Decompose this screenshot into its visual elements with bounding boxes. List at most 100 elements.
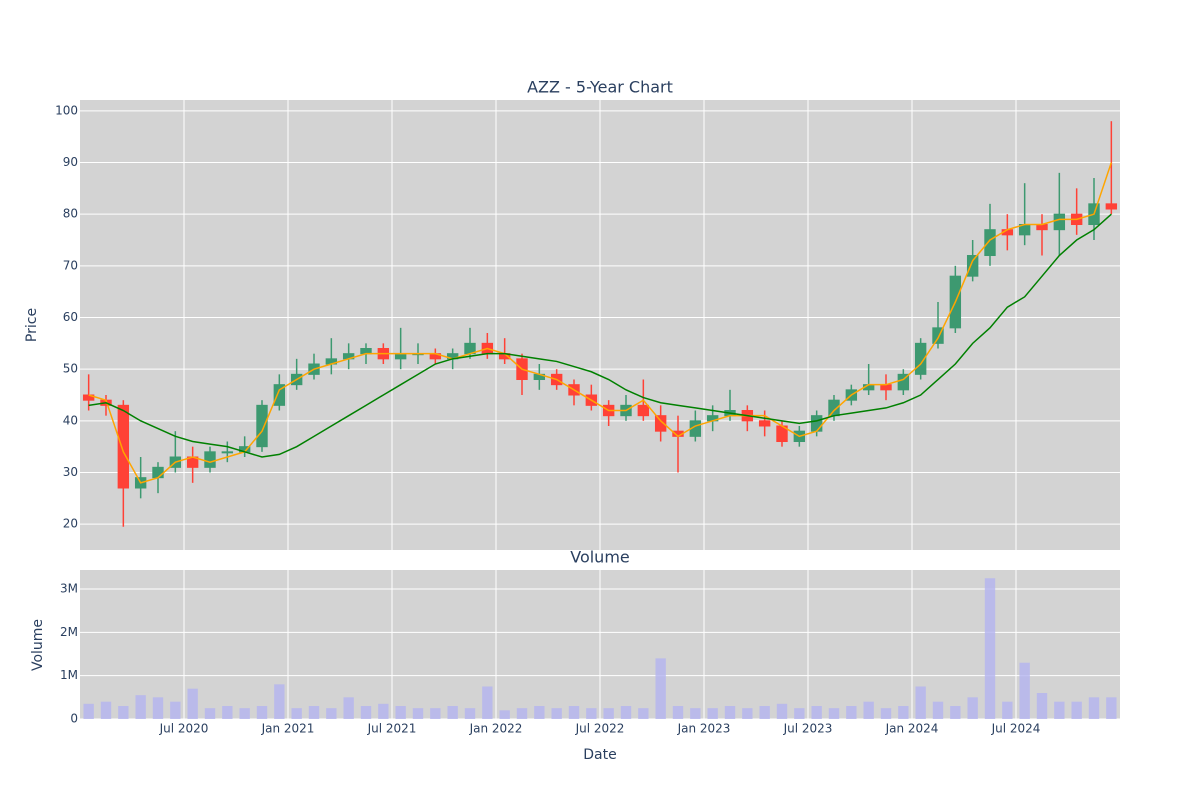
volume-bar <box>967 697 978 719</box>
volume-bar <box>898 706 909 719</box>
volume-bar <box>1106 697 1117 719</box>
candle-body <box>117 404 130 489</box>
volume-bar <box>256 706 268 719</box>
x-tick-label: Jul 2020 <box>159 722 209 736</box>
candle-body <box>221 451 234 454</box>
candle-body <box>637 404 650 417</box>
candle-body <box>966 255 979 277</box>
volume-bar <box>707 708 718 719</box>
volume-bar <box>724 706 736 719</box>
x-tick-label: Jul 2021 <box>367 722 417 736</box>
volume-bar <box>1088 697 1100 719</box>
volume-bar <box>984 578 996 719</box>
volume-bar <box>360 706 372 719</box>
candle-body <box>984 229 996 257</box>
volume-bar <box>638 708 649 719</box>
volume-bar <box>222 706 233 719</box>
candle-body <box>273 384 286 406</box>
volume-bar <box>551 708 562 719</box>
candle-body <box>914 342 927 375</box>
candle-body <box>654 415 667 432</box>
volume-bar <box>586 708 597 719</box>
y-tick-label: 20 <box>63 517 78 531</box>
volume-bar <box>846 706 857 719</box>
x-tick-label: Jan 2021 <box>261 722 315 736</box>
volume-bar <box>170 701 181 719</box>
volume-bar <box>690 708 701 719</box>
y-axis-label: Price <box>24 308 40 342</box>
volume-bar <box>239 708 250 719</box>
volume-bar <box>135 695 146 719</box>
volume-bar <box>482 686 493 719</box>
volume-bar <box>672 706 684 719</box>
volume-bar <box>291 708 302 719</box>
volume-bar <box>655 658 666 719</box>
x-axis-label: Date <box>583 747 616 763</box>
volume-bar <box>308 706 320 719</box>
chart-title: AZZ - 5-Year Chart <box>527 78 673 97</box>
volume-bar <box>100 701 112 719</box>
volume-bar <box>447 706 458 719</box>
candle-body <box>204 451 216 468</box>
candle-body <box>758 420 771 427</box>
volume-bar <box>343 697 354 719</box>
x-tick-label: Jan 2024 <box>885 722 939 736</box>
volume-bar <box>118 706 129 719</box>
volume-bar <box>516 708 528 719</box>
volume-bar <box>274 684 285 719</box>
volume-bar <box>378 703 389 719</box>
y-tick-label: 0 <box>70 712 78 726</box>
candle-body <box>880 384 892 391</box>
candle-body <box>1036 224 1048 231</box>
volume-bar <box>464 708 476 719</box>
volume-bar <box>499 710 510 719</box>
volume-bar <box>1002 701 1013 719</box>
volume-bar <box>83 703 94 719</box>
volume-bar <box>776 703 788 719</box>
x-tick-label: Jul 2024 <box>991 722 1041 736</box>
volume-bar <box>794 708 805 719</box>
volume-bar <box>620 706 632 719</box>
y-tick-label: 30 <box>63 465 78 479</box>
volume-bar <box>204 708 216 719</box>
y-tick-label: 100 <box>55 103 78 117</box>
y-tick-label: 90 <box>63 155 78 169</box>
candle-body <box>932 327 944 344</box>
volume-bar <box>863 701 874 719</box>
moving-average-line <box>88 162 1113 484</box>
y-tick-label: 3M <box>60 582 78 596</box>
candle-body <box>256 404 268 448</box>
volume-bar <box>1054 701 1065 719</box>
volume-bar <box>603 708 614 719</box>
volume-bar <box>430 708 441 719</box>
y-tick-label: 1M <box>60 668 78 682</box>
x-tick-label: Jul 2022 <box>575 722 625 736</box>
y-tick-label: 50 <box>63 362 78 376</box>
volume-bar <box>187 688 198 719</box>
volume-bar <box>568 706 580 719</box>
moving-average-line <box>88 213 1112 458</box>
volume-bar <box>395 706 406 719</box>
x-tick-label: Jan 2023 <box>677 722 731 736</box>
candle-body <box>360 348 372 355</box>
candle-body <box>810 415 823 432</box>
candle-body <box>152 466 164 479</box>
y-tick-label: 40 <box>63 413 78 427</box>
x-tick-label: Jan 2022 <box>469 722 523 736</box>
volume-bar <box>1019 662 1030 719</box>
volume-bar <box>950 706 961 719</box>
volume-bar <box>915 686 926 719</box>
y-tick-label: 70 <box>63 258 78 272</box>
candle-body <box>1105 203 1118 210</box>
volume-bar <box>152 697 164 719</box>
volume-bar <box>880 708 892 719</box>
y-axis-label: Volume <box>30 619 46 671</box>
candle-body <box>897 373 910 391</box>
volume-bar <box>811 706 822 719</box>
volume-bar <box>326 708 337 719</box>
y-tick-label: 80 <box>63 207 78 221</box>
volume-bar <box>1071 701 1082 719</box>
volume-bar <box>759 706 770 719</box>
volume-bar <box>742 708 753 719</box>
